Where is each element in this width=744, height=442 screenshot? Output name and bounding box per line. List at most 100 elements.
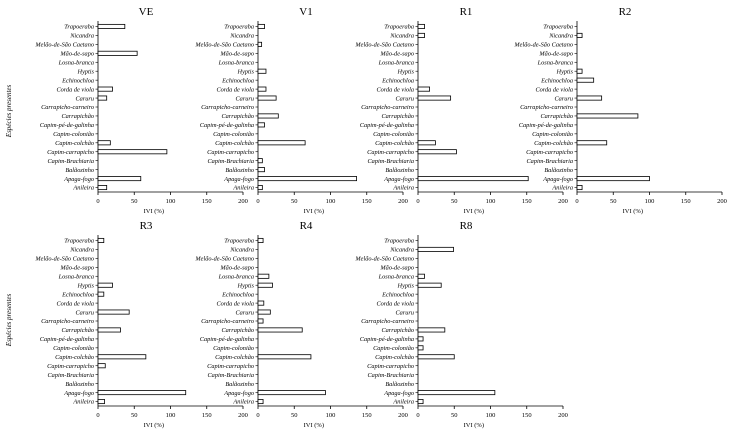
bar bbox=[257, 167, 265, 173]
bar bbox=[257, 113, 279, 119]
category-label: Capim-colchão bbox=[215, 354, 254, 361]
category-label: Capim-pé-de-galinha bbox=[40, 336, 94, 343]
category-label: Mão-de-sapo bbox=[538, 51, 573, 58]
x-tick-label: 0 bbox=[416, 412, 419, 419]
category-label: Caruru bbox=[235, 95, 254, 102]
x-axis-label: IVI (%) bbox=[304, 208, 324, 215]
y-axis-label-top: Espécies presentes bbox=[5, 85, 13, 139]
category-label: Trapoeraba bbox=[64, 238, 94, 245]
category-label: Carrapicho-carneiro bbox=[361, 318, 414, 325]
bar bbox=[97, 23, 126, 29]
category-label: Echinochloa bbox=[381, 77, 414, 84]
category-label: Capim-carrapicho bbox=[47, 363, 94, 370]
category-label: Carrapicho-carneiro bbox=[520, 104, 573, 111]
bar bbox=[97, 185, 108, 191]
category-label: Capim-Brachiaria bbox=[47, 372, 94, 379]
category-label: Losna-branca bbox=[218, 273, 254, 280]
category-label: Capim-carrapicho bbox=[207, 363, 254, 370]
category-label: Mão-de-sapo bbox=[219, 51, 254, 58]
x-axis-label: IVI (%) bbox=[623, 208, 643, 215]
category-label: Mão-de-sapo bbox=[219, 265, 254, 272]
category-label: Capim-colonião bbox=[532, 131, 573, 138]
category-label: Capim-Brachiaria bbox=[367, 372, 414, 379]
bar bbox=[417, 327, 446, 333]
bar bbox=[417, 32, 425, 38]
category-label: Capim-Brachiaria bbox=[47, 158, 94, 165]
category-label: Corda de viola bbox=[376, 86, 414, 93]
category-label: Carrapichão bbox=[61, 113, 94, 120]
category-label: Hyptis bbox=[397, 282, 415, 289]
category-label: Capim-colonião bbox=[213, 131, 254, 138]
category-label: Losna-branca bbox=[378, 59, 414, 66]
bar bbox=[576, 140, 608, 146]
x-tick-label: 50 bbox=[131, 198, 138, 205]
bar bbox=[97, 390, 187, 396]
category-label: Balãozinho bbox=[385, 381, 414, 388]
category-label: Mão-de-sapo bbox=[59, 51, 94, 58]
category-label: Nicandra bbox=[389, 33, 414, 40]
category-label: Capim-colonião bbox=[213, 345, 254, 352]
category-label: Corda de viola bbox=[56, 86, 94, 93]
x-axis-label: IVI (%) bbox=[144, 422, 164, 429]
panel-r8: R8 0 50 100 150 200 IVI (%) Trapoeraba Nicandra M… bbox=[354, 220, 567, 429]
bar bbox=[417, 23, 425, 29]
panel-r1: R1 0 50 100 150 200 IVI (%) Trapoeraba Nicandra M… bbox=[354, 6, 567, 215]
bar bbox=[257, 309, 271, 315]
category-label: Carrapicho-carneiro bbox=[201, 104, 254, 111]
bar bbox=[257, 176, 357, 182]
bar bbox=[257, 282, 273, 288]
category-label: Nicandra bbox=[229, 33, 254, 40]
category-label: Capim-Brachiaria bbox=[367, 158, 414, 165]
bar bbox=[257, 390, 326, 396]
category-label: Capim-carrapicho bbox=[526, 149, 573, 156]
category-label: Mão-de-sapo bbox=[379, 51, 414, 58]
category-label: Melão-de-São Caetano bbox=[354, 42, 414, 49]
category-label: Carrapichão bbox=[381, 327, 414, 334]
category-label: Anileira bbox=[72, 399, 94, 406]
x-tick-label: 50 bbox=[291, 198, 298, 205]
category-label: Capim-carrapicho bbox=[367, 363, 414, 370]
category-label: Balãozinho bbox=[65, 381, 94, 388]
category-label: Hyptis bbox=[237, 282, 255, 289]
bar bbox=[417, 246, 454, 252]
bar bbox=[417, 390, 496, 396]
category-label: Nicandra bbox=[389, 247, 414, 254]
category-label: Melão-de-São Caetano bbox=[34, 256, 94, 263]
category-label: Apaga-fogo bbox=[223, 390, 254, 397]
x-tick-label: 150 bbox=[202, 198, 212, 205]
category-label: Mão-de-sapo bbox=[379, 265, 414, 272]
category-label: Echinochloa bbox=[221, 291, 254, 298]
bar bbox=[576, 32, 583, 38]
bar bbox=[257, 318, 264, 324]
bar bbox=[417, 149, 457, 155]
category-label: Capim-pé-de-galinha bbox=[360, 122, 414, 129]
bar bbox=[417, 140, 436, 146]
bar bbox=[97, 291, 105, 297]
bar bbox=[97, 399, 105, 405]
bar bbox=[257, 122, 265, 128]
category-label: Anileira bbox=[392, 399, 414, 406]
category-label: Echinochloa bbox=[381, 291, 414, 298]
bar bbox=[257, 237, 264, 243]
bar bbox=[417, 176, 529, 182]
category-label: Capim-colchão bbox=[55, 140, 94, 147]
category-label: Trapoeraba bbox=[384, 24, 414, 31]
x-tick-label: 200 bbox=[717, 198, 727, 205]
x-tick-label: 50 bbox=[451, 198, 458, 205]
category-label: Anileira bbox=[551, 185, 573, 192]
category-label: Balãozinho bbox=[225, 381, 254, 388]
category-label: Capim-pé-de-galinha bbox=[40, 122, 94, 129]
category-label: Losna-branca bbox=[58, 273, 94, 280]
category-label: Corda de viola bbox=[376, 300, 414, 307]
category-label: Caruru bbox=[395, 95, 414, 102]
category-label: Carrapicho-carneiro bbox=[201, 318, 254, 325]
category-label: Capim-colchão bbox=[534, 140, 573, 147]
x-tick-label: 50 bbox=[451, 412, 458, 419]
bar bbox=[97, 50, 138, 56]
x-tick-label: 100 bbox=[166, 412, 176, 419]
panel-title: VE bbox=[139, 6, 154, 18]
category-label: Capim-colonião bbox=[373, 131, 414, 138]
category-label: Trapoeraba bbox=[224, 238, 254, 245]
x-axis-label: IVI (%) bbox=[304, 422, 324, 429]
panel-r3: R3 0 50 100 150 200 IVI (%) Trapoeraba Nicandra M… bbox=[34, 220, 247, 429]
